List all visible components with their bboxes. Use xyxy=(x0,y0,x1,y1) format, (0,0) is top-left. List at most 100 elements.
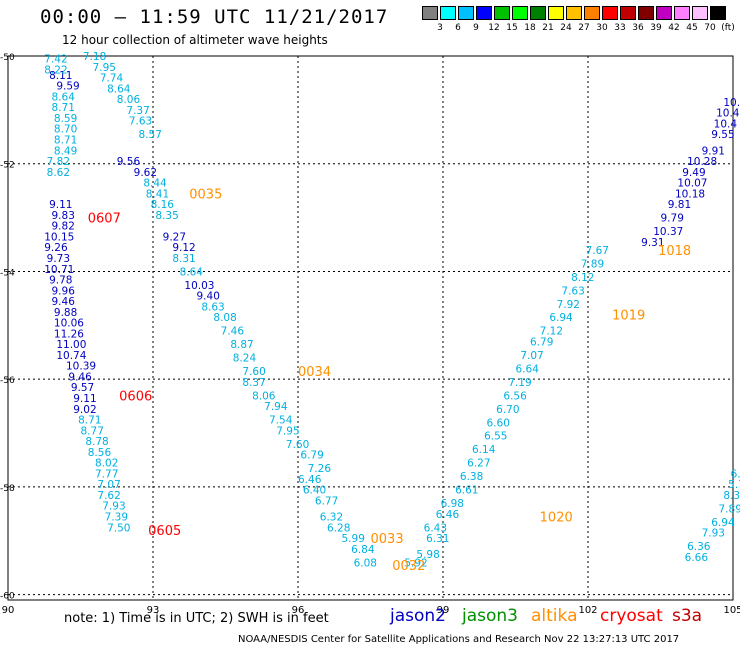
wave-height-value: 6.60 xyxy=(487,417,510,429)
wave-height-value: 10.37 xyxy=(653,226,683,238)
satellite-cryosat-label: cryosat xyxy=(600,606,663,626)
wave-height-value: 8.06 xyxy=(252,390,276,402)
legend-label: 18 xyxy=(524,23,536,33)
pass-time-label: 0605 xyxy=(148,524,181,539)
wave-height-value: 8.62 xyxy=(47,167,70,179)
wave-height-value: 10.07 xyxy=(677,178,707,190)
wave-height-value: 7.93 xyxy=(102,501,125,513)
wave-height-value: 8.44 xyxy=(143,178,167,190)
wave-height-value: 10.39 xyxy=(66,361,96,373)
wave-height-value: 6. xyxy=(731,468,740,480)
legend-label: 42 xyxy=(668,23,680,33)
wave-height-value: 9.91 xyxy=(702,145,725,157)
wave-height-value: 7.89 xyxy=(581,258,604,270)
wave-height-value: 8.71 xyxy=(78,415,101,427)
wave-height-value: 6.32 xyxy=(320,512,343,524)
pass-time-label: 0032 xyxy=(392,559,425,574)
map-title: 00:00 – 11:59 UTC 11/21/2017 xyxy=(40,6,389,28)
wave-height-value: 9.11 xyxy=(73,393,96,405)
wave-height-value: 8.12 xyxy=(571,272,594,284)
wave-height-value: 8.78 xyxy=(85,436,108,448)
wave-height-value: 8.70 xyxy=(54,124,77,136)
wave-height-value: 6.36 xyxy=(687,541,711,553)
wave-height-value: 8.49 xyxy=(54,145,77,157)
wave-height-value: 7.94 xyxy=(264,401,288,413)
wave-height-value: 8.16 xyxy=(151,199,175,211)
wave-height-value: 7.95 xyxy=(93,62,116,74)
wave-height-value: 7.60 xyxy=(242,366,265,378)
wave-height-value: 7.42 xyxy=(44,54,67,66)
wave-height-value: 9.73 xyxy=(47,253,70,265)
pass-time-label: 0606 xyxy=(119,389,152,404)
wave-height-value: 6.66 xyxy=(685,552,709,564)
wave-height-value: 6.27 xyxy=(467,458,490,470)
wave-height-value: 10.8 xyxy=(723,97,740,109)
legend-swatch xyxy=(458,6,474,20)
legend-swatch xyxy=(602,6,618,20)
wave-height-value: 9.56 xyxy=(117,156,141,168)
legend-label: 15 xyxy=(506,23,518,33)
legend-swatch xyxy=(530,6,546,20)
wave-height-value: 8.64 xyxy=(107,83,131,95)
lon-tick-label: 102 xyxy=(578,605,597,616)
wave-height-value: 7.50 xyxy=(107,522,130,534)
wave-height-value: 7.74 xyxy=(100,73,124,85)
legend-swatch xyxy=(548,6,564,20)
pass-time-label: 0033 xyxy=(371,532,404,547)
footer-note: note: 1) Time is in UTC; 2) SWH is in fe… xyxy=(64,611,329,626)
wave-height-value: 8.59 xyxy=(54,113,77,125)
wave-height-value: 10.28 xyxy=(687,156,717,168)
wave-height-value: 7.60 xyxy=(286,439,309,451)
pass-time-label: 0035 xyxy=(189,187,222,202)
wave-height-value: 8.64 xyxy=(180,266,204,278)
credit-line: NOAA/NESDIS Center for Satellite Applica… xyxy=(238,634,680,645)
wave-height-value: 8.64 xyxy=(52,91,76,103)
legend-swatch xyxy=(692,6,708,20)
wave-height-value: 8.71 xyxy=(54,134,77,146)
wave-height-value: 7.12 xyxy=(540,326,563,338)
wave-height-value: 8.35 xyxy=(155,210,178,222)
wave-height-value: 7.82 xyxy=(47,156,70,168)
wave-height-value: 5.7 xyxy=(728,479,740,491)
legend-swatch xyxy=(584,6,600,20)
wave-height-value: 7.95 xyxy=(276,425,299,437)
wave-height-value: 9.55 xyxy=(711,129,734,141)
wave-height-value: 5.99 xyxy=(342,533,365,545)
legend-swatch xyxy=(710,6,726,20)
wave-height-value: 9.83 xyxy=(52,210,75,222)
legend-swatch xyxy=(422,6,438,20)
pass-time-label: 0607 xyxy=(88,212,121,227)
wave-height-value: 8.06 xyxy=(117,94,141,106)
wave-height-value: 6.43 xyxy=(424,522,447,534)
wave-height-value: 9.46 xyxy=(68,371,92,383)
wave-height-value: 8.87 xyxy=(230,339,253,351)
legend-label: 70 xyxy=(704,23,716,33)
wave-height-value: 6.70 xyxy=(496,404,519,416)
wave-height-value: 7.89 xyxy=(719,503,740,515)
wave-height-value: 6.55 xyxy=(484,431,507,443)
wave-height-value: 9.57 xyxy=(71,382,94,394)
legend-swatch xyxy=(620,6,636,20)
legend-swatch xyxy=(566,6,582,20)
wave-height-value: 6.94 xyxy=(711,517,735,529)
legend-label: 27 xyxy=(578,23,590,33)
wave-height-value: 8.77 xyxy=(81,425,104,437)
lat-tick-label: -52 xyxy=(0,161,15,171)
wave-height-value: 6.08 xyxy=(354,557,377,569)
wave-height-value: 6.56 xyxy=(503,390,527,402)
wave-height-value: 9.49 xyxy=(682,167,705,179)
wave-height-value: 6.28 xyxy=(327,522,350,534)
legend-label: 12 xyxy=(488,23,500,33)
legend-swatch xyxy=(656,6,672,20)
wave-height-value: 9.96 xyxy=(52,285,76,297)
pass-time-label: 1019 xyxy=(612,309,645,324)
wave-height-value: 6.14 xyxy=(472,444,496,456)
wave-height-value: 9.31 xyxy=(641,237,664,249)
wave-height-value: 6.31 xyxy=(426,533,449,545)
wave-height-value: 5.98 xyxy=(416,549,439,561)
wave-height-value: 7.18 xyxy=(83,51,106,63)
legend-swatch xyxy=(440,6,456,20)
legend-label: 24 xyxy=(560,23,572,33)
wave-height-value: 11.26 xyxy=(54,328,84,340)
wave-height-value: 8.31 xyxy=(172,253,195,265)
